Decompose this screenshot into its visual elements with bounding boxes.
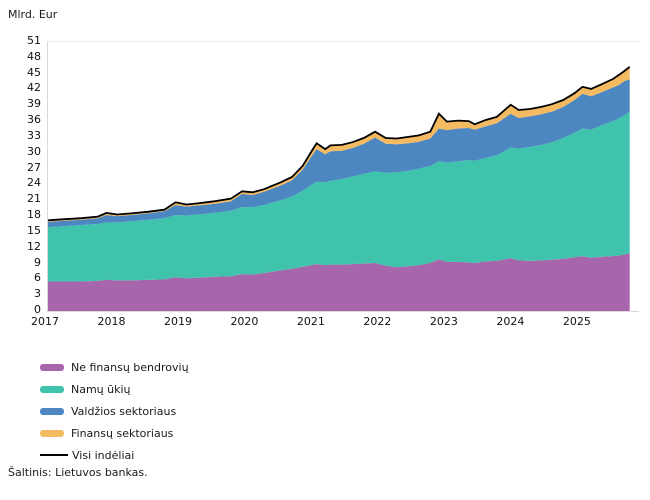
area-ne-finans-bendrovi- xyxy=(48,253,630,311)
y-tick-label: 33 xyxy=(27,128,41,142)
y-tick-label: 48 xyxy=(27,49,41,63)
legend-label: Namų ūkių xyxy=(71,382,131,396)
government-swatch-icon xyxy=(40,407,64,415)
nfc-swatch-icon xyxy=(40,363,64,371)
y-tick-label: 3 xyxy=(34,287,41,301)
x-tick-label: 2019 xyxy=(163,315,192,328)
financial-swatch-icon xyxy=(40,429,64,437)
x-tick-label: 2023 xyxy=(429,315,458,328)
y-tick-label: 18 xyxy=(27,208,41,222)
stacked-area-plot xyxy=(48,66,631,311)
x-tick-label: 2020 xyxy=(230,315,259,328)
area-vald-ios-sektoriaus xyxy=(48,79,630,228)
legend-item-total: Visi indėliai xyxy=(40,444,189,466)
total-line-swatch-icon xyxy=(40,454,68,456)
legend-label: Ne finansų bendrovių xyxy=(71,360,189,374)
y-tick-label: 0 xyxy=(34,303,41,316)
y-tick-label: 39 xyxy=(27,97,41,111)
x-tick-label: 2018 xyxy=(97,315,126,328)
legend-label: Valdžios sektoriaus xyxy=(71,404,177,418)
households-swatch-icon xyxy=(40,385,64,393)
legend-item-nfc: Ne finansų bendrovių xyxy=(40,356,189,378)
stacked-area-chart xyxy=(47,41,639,312)
y-tick-label: 42 xyxy=(27,81,41,95)
y-axis-title: Mlrd. Eur xyxy=(8,8,58,21)
y-tick-label: 21 xyxy=(27,192,41,206)
x-tick-label: 2025 xyxy=(562,315,591,328)
x-tick-label: 2021 xyxy=(296,315,325,328)
legend-item-households: Namų ūkių xyxy=(40,378,189,400)
chart-legend: Ne finansų bendrovių Namų ūkių Valdžios … xyxy=(40,356,189,466)
y-tick-label: 30 xyxy=(27,144,41,158)
legend-item-government: Valdžios sektoriaus xyxy=(40,400,189,422)
legend-label: Finansų sektoriaus xyxy=(71,426,174,440)
source-note: Šaltinis: Lietuvos bankas. xyxy=(8,466,148,479)
legend-label: Visi indėliai xyxy=(72,448,135,462)
legend-item-financial: Finansų sektoriaus xyxy=(40,422,189,444)
y-tick-label: 51 xyxy=(27,34,41,47)
total-deposits-line xyxy=(48,66,631,222)
y-tick-label: 6 xyxy=(34,271,41,285)
y-tick-label: 45 xyxy=(27,65,41,79)
x-tick-label: 2022 xyxy=(363,315,392,328)
y-tick-label: 24 xyxy=(27,176,41,190)
x-tick-label: 2017 xyxy=(31,315,59,328)
y-tick-label: 15 xyxy=(27,223,41,237)
y-tick-label: 27 xyxy=(27,160,41,174)
area-nam-ki- xyxy=(48,111,630,282)
y-tick-label: 12 xyxy=(27,239,41,253)
y-tick-label: 36 xyxy=(27,113,41,127)
x-tick-label: 2024 xyxy=(496,315,525,328)
y-tick-label: 9 xyxy=(34,255,41,269)
